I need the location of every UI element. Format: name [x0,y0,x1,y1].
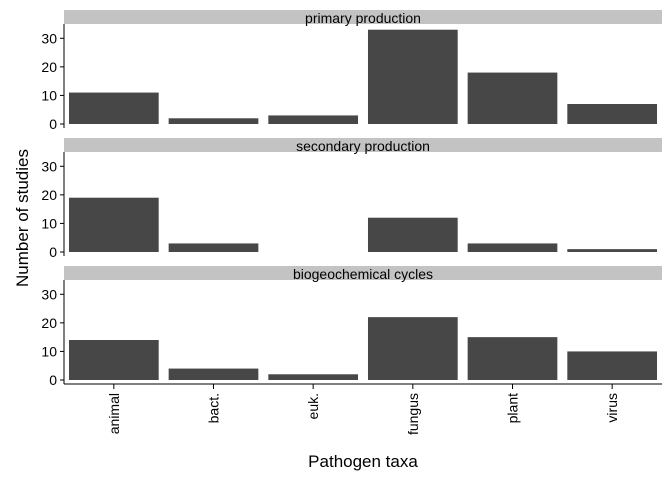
facet-strip [64,266,662,280]
bar [567,351,658,380]
y-tick-label: 20 [41,59,57,75]
bar [467,243,558,252]
y-tick-label: 20 [41,315,57,331]
x-tick-label: plant [505,393,521,423]
bar [567,249,658,252]
x-axis: animal bact. euk. fungus plant virus [64,383,662,435]
y-tick-label: 30 [41,30,57,46]
y-tick-label: 10 [41,343,57,359]
y-tick-label: 10 [41,215,57,231]
bar [367,217,458,252]
bar [467,337,558,380]
bar [168,243,259,252]
bar [268,115,359,124]
y-axis-title: Number of studies [13,149,32,287]
bar [467,72,558,124]
bar [168,118,259,124]
x-tick-label: euk. [305,393,321,419]
facet-strip-label: primary production [305,10,421,26]
x-tick-label: animal [106,393,122,434]
y-tick-label: 20 [41,187,57,203]
facet-strip [64,10,662,24]
bar [168,368,259,380]
bar [567,104,658,124]
x-axis-title: Pathogen taxa [308,452,418,471]
facet-panel: secondary production 0 10 20 30 [41,138,662,260]
bar [68,197,159,252]
facet-strip-label: biogeochemical cycles [293,266,433,282]
facet-panel: biogeochemical cycles 0 10 20 30 [41,266,662,388]
bar [268,374,359,380]
facet-panel: primary production 0 10 20 30 [41,10,662,132]
facet-strip [64,138,662,152]
facet-strip-label: secondary production [296,138,430,154]
x-tick-label: fungus [405,393,421,435]
bar [367,317,458,380]
y-tick-label: 30 [41,286,57,302]
x-tick-label: bact. [206,393,222,423]
y-tick-label: 10 [41,87,57,103]
y-tick-label: 30 [41,158,57,174]
y-tick-label: 0 [49,372,57,388]
y-tick-label: 0 [49,116,57,132]
bar [68,92,159,124]
y-tick-label: 0 [49,244,57,260]
bar [367,29,458,124]
x-tick-label: virus [604,393,620,423]
bar [68,340,159,380]
